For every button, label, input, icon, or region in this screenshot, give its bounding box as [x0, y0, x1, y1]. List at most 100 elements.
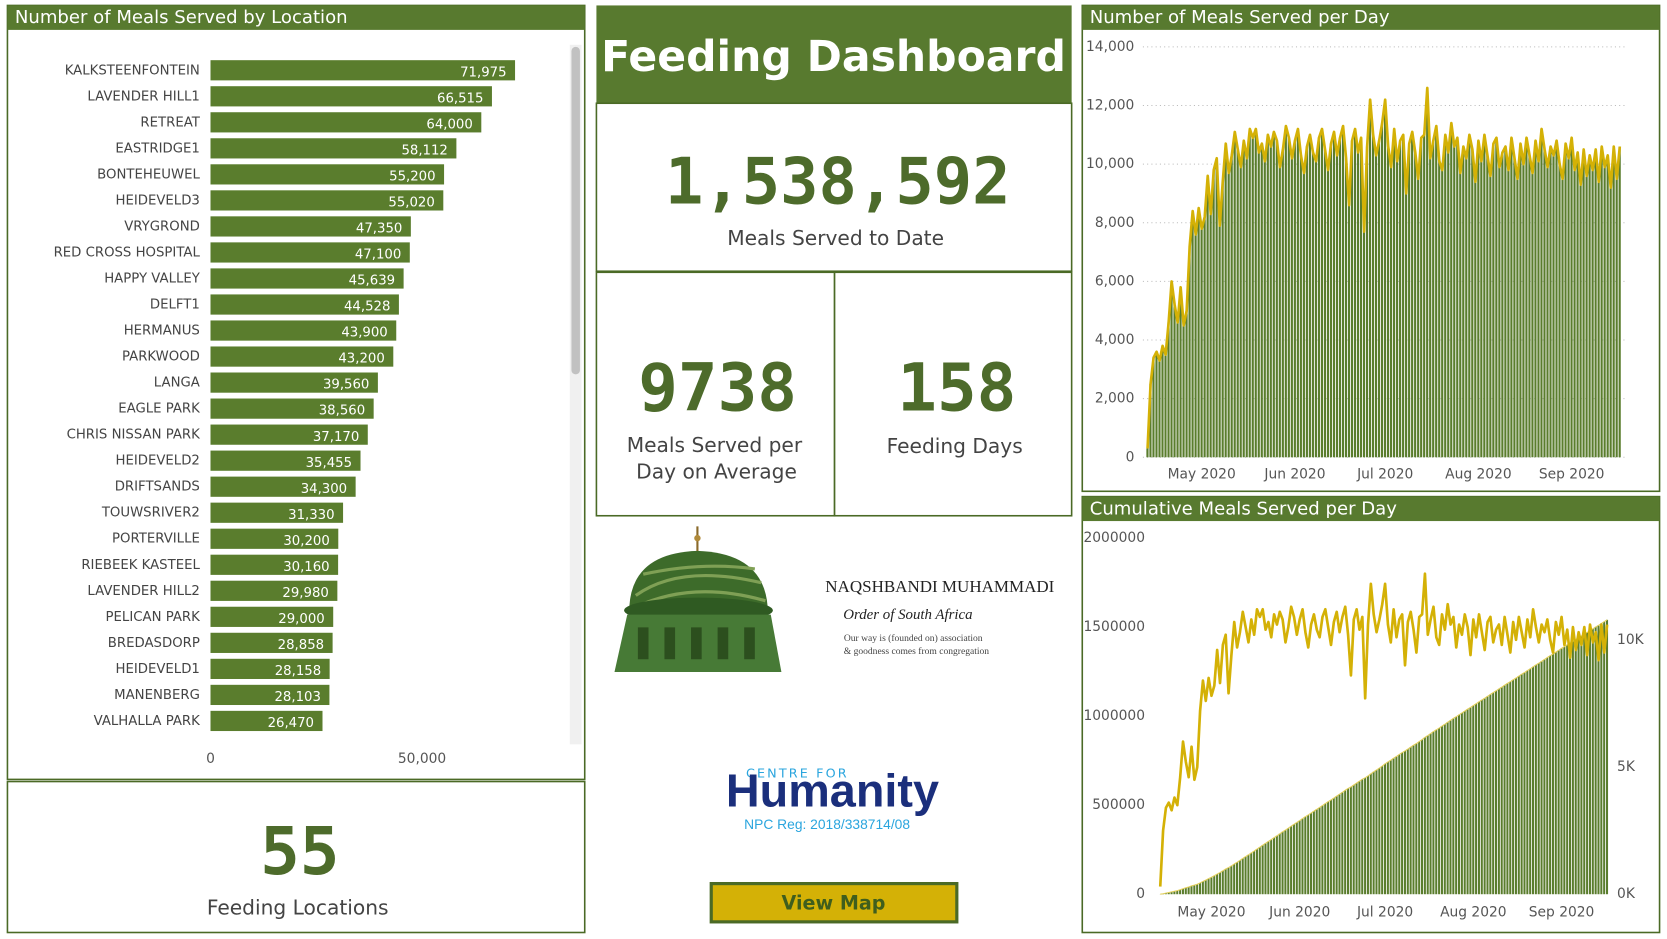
- bar: [1323, 149, 1327, 458]
- bar: [1501, 152, 1504, 458]
- bar: [1401, 752, 1404, 895]
- bar: [1247, 854, 1250, 895]
- bar: [1361, 779, 1364, 895]
- bar: [1272, 837, 1276, 895]
- bar: [1411, 131, 1414, 458]
- bar: [1612, 146, 1615, 458]
- org-motto: Our way is (founded on) association: [844, 633, 983, 644]
- bar: [1315, 809, 1318, 895]
- kpi-label: Feeding Locations: [207, 896, 389, 920]
- bar: [1529, 668, 1532, 895]
- category-label: MANENBERG: [114, 688, 200, 703]
- partner-line: CENTRE FOR: [746, 767, 849, 782]
- bar: [1566, 644, 1569, 895]
- button-label[interactable]: View Map: [782, 891, 886, 914]
- value-label: 37,170: [313, 430, 359, 445]
- bar: [1329, 799, 1332, 895]
- bar: [1423, 737, 1426, 895]
- bar: [1290, 826, 1293, 895]
- bar: [1253, 851, 1256, 895]
- bar: [1164, 354, 1167, 458]
- bar: [1207, 878, 1210, 895]
- bar: [1227, 172, 1230, 458]
- bar: [1528, 155, 1531, 458]
- bar: [1603, 621, 1606, 895]
- scrollbar-thumb[interactable]: [571, 46, 580, 375]
- bar: [1393, 128, 1396, 458]
- bar: [1426, 87, 1429, 458]
- bar: [1580, 635, 1583, 895]
- bar: [1173, 891, 1176, 895]
- bar: [1338, 137, 1342, 458]
- bar: [1432, 731, 1435, 895]
- bar-outline: [1160, 619, 1608, 895]
- category-label: HEIDEVELD1: [115, 662, 199, 677]
- bar: [1523, 672, 1526, 895]
- bar: [1191, 211, 1194, 458]
- bar: [1486, 696, 1489, 895]
- y-tick-label: 12,000: [1086, 98, 1134, 114]
- bar: [1517, 676, 1520, 895]
- bar: [1574, 639, 1577, 895]
- bar: [1492, 143, 1495, 458]
- bar: [1477, 701, 1480, 895]
- bar: [1398, 754, 1401, 895]
- bar: [1173, 304, 1176, 458]
- bar: [1194, 234, 1197, 458]
- bar: [1603, 167, 1606, 458]
- chart-title: Number of Meals Served per Day: [1090, 7, 1390, 28]
- y-tick-label: 4,000: [1095, 332, 1135, 348]
- button-shape[interactable]: [709, 881, 959, 924]
- bar: [1196, 884, 1199, 895]
- bar: [1146, 448, 1149, 458]
- bar: [1218, 225, 1221, 458]
- bar: [1560, 648, 1563, 895]
- bar: [1359, 137, 1363, 458]
- bar: [1429, 158, 1432, 458]
- bar: [1468, 134, 1471, 458]
- value-label: 64,000: [426, 117, 472, 132]
- bar: [1224, 868, 1227, 895]
- bar: [1250, 852, 1253, 895]
- bar: [1212, 170, 1215, 458]
- bar: [1215, 158, 1218, 458]
- bar: [210, 60, 516, 81]
- bar: [1236, 149, 1239, 458]
- bar: [1353, 128, 1357, 458]
- bar: [1184, 887, 1187, 895]
- y2-tick-label: 0K: [1617, 886, 1636, 902]
- bar: [210, 450, 361, 471]
- value-label: 29,980: [282, 586, 328, 601]
- kpi-card: [595, 271, 836, 517]
- bar: [1254, 128, 1257, 458]
- value-label: 55,200: [389, 170, 435, 185]
- bar: [1540, 128, 1543, 458]
- bar: [1387, 146, 1390, 458]
- bar: [1185, 310, 1188, 458]
- bar: [1462, 146, 1465, 458]
- bar: [1218, 872, 1221, 895]
- bar: [210, 632, 333, 653]
- bar: [1293, 140, 1296, 458]
- y-tick-label: 2,000: [1095, 391, 1135, 407]
- scrollbar[interactable]: [569, 44, 582, 745]
- x-tick-label: Aug 2020: [1445, 466, 1512, 482]
- bar: [1245, 158, 1248, 458]
- bar: [1522, 164, 1525, 458]
- bar: [1534, 140, 1537, 458]
- bar: [1275, 835, 1278, 895]
- bar: [1577, 637, 1580, 895]
- bar: [1383, 763, 1387, 895]
- bar: [1591, 170, 1594, 458]
- bar: [1309, 813, 1313, 895]
- bar: [1497, 688, 1500, 895]
- bar: [210, 268, 404, 289]
- x-tick-label: 50,000: [398, 751, 446, 767]
- bar: [1221, 870, 1224, 895]
- bar: [1188, 246, 1191, 458]
- bar: [1494, 690, 1498, 895]
- view-map-button[interactable]: View Map: [709, 881, 959, 924]
- bar: [1513, 158, 1516, 458]
- kpi-card: [833, 271, 1073, 517]
- bar: [1216, 874, 1219, 895]
